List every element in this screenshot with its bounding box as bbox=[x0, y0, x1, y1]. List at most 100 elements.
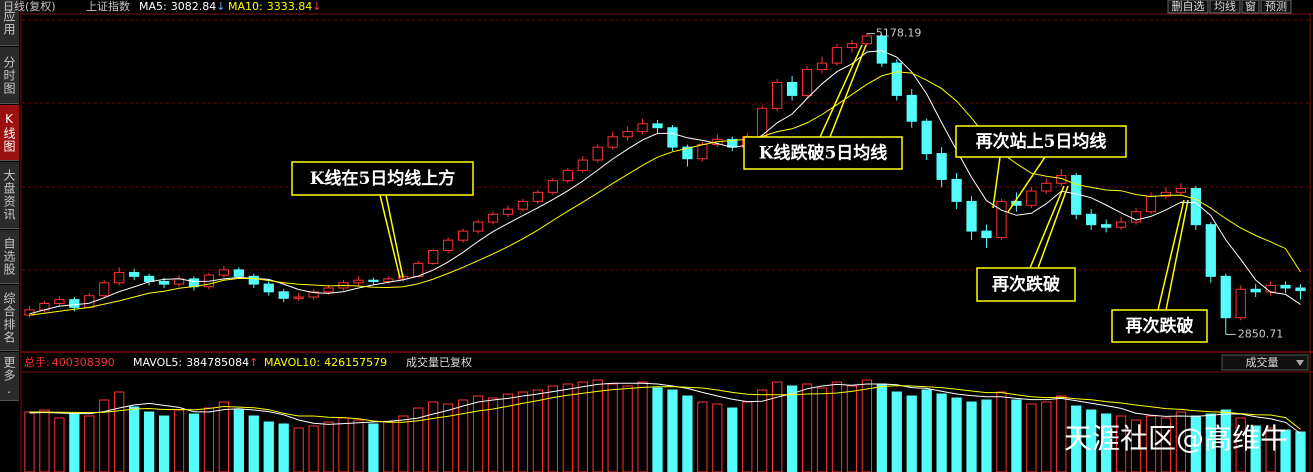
candle-body bbox=[278, 291, 289, 299]
volume-bar bbox=[1026, 403, 1037, 472]
candle-body bbox=[1145, 195, 1157, 213]
volume-bar bbox=[443, 403, 454, 472]
annotation-pointer bbox=[1165, 199, 1189, 311]
legend-value: 3082.84 bbox=[171, 0, 217, 13]
selector-frame bbox=[1221, 354, 1309, 371]
candle-body bbox=[966, 200, 977, 232]
volume-bar bbox=[1295, 431, 1306, 472]
candle-body bbox=[54, 299, 65, 304]
volume-bar bbox=[114, 391, 125, 472]
legend-name: MAVOL10: bbox=[264, 356, 320, 369]
volume-selector[interactable]: 成交量 bbox=[1246, 355, 1279, 369]
volume-bar bbox=[772, 381, 783, 472]
button-frame bbox=[1167, 0, 1209, 14]
candle-body bbox=[158, 281, 170, 285]
candle-body bbox=[1265, 284, 1276, 293]
candle-body bbox=[1175, 187, 1187, 193]
volume-bar bbox=[353, 419, 364, 472]
volume-bar bbox=[1100, 413, 1112, 472]
volume-bar bbox=[592, 379, 603, 472]
volume-bar bbox=[24, 411, 35, 472]
header-button[interactable]: 均线 bbox=[1214, 0, 1236, 13]
volume-bar bbox=[99, 399, 110, 472]
sidebar-tab[interactable]: 自选股 bbox=[0, 230, 19, 284]
candle-body bbox=[218, 269, 230, 276]
volume-bar bbox=[891, 391, 902, 472]
candle-body bbox=[502, 208, 514, 215]
annotation-box bbox=[291, 161, 474, 196]
volume-bar bbox=[667, 389, 678, 472]
candle-body bbox=[891, 62, 902, 96]
annotation-pointer bbox=[1007, 156, 1046, 213]
volume-bar bbox=[158, 415, 170, 472]
volume-bar bbox=[413, 407, 424, 472]
volume-bar bbox=[338, 417, 349, 472]
volume-bar bbox=[1220, 409, 1231, 472]
volume-bar bbox=[1160, 417, 1172, 472]
volume-bar bbox=[263, 421, 274, 472]
annotation-box bbox=[743, 136, 903, 170]
volume-bar bbox=[1056, 395, 1067, 472]
volume-bar bbox=[742, 401, 753, 472]
sidebar-tab[interactable]: 应用 bbox=[0, 0, 19, 46]
volume-bar bbox=[622, 385, 633, 472]
candle-body bbox=[1100, 224, 1112, 228]
volume-bar bbox=[39, 409, 50, 472]
volume-bar bbox=[278, 423, 289, 472]
mavol-line bbox=[29, 385, 1301, 430]
candle-body bbox=[1190, 187, 1201, 226]
candle-body bbox=[263, 283, 274, 293]
candle-body bbox=[936, 153, 947, 180]
volume-bar bbox=[1280, 429, 1291, 472]
volume-title: 总手: bbox=[24, 355, 50, 369]
volume-bar bbox=[1250, 425, 1261, 472]
header-button[interactable]: 窗 bbox=[1245, 0, 1256, 13]
annotation-pointer bbox=[1029, 185, 1065, 269]
volume-bar bbox=[398, 415, 409, 472]
candle-body bbox=[69, 299, 80, 308]
annotation-box bbox=[976, 267, 1076, 302]
candle-body bbox=[831, 47, 843, 64]
candle-body bbox=[308, 291, 319, 298]
sidebar-tab[interactable]: 综合排名 bbox=[0, 285, 19, 351]
header-button[interactable]: 预测 bbox=[1265, 0, 1287, 13]
volume-bar bbox=[1175, 411, 1187, 472]
candle-body bbox=[487, 213, 499, 223]
volume-bar bbox=[517, 391, 529, 472]
candle-body bbox=[1235, 288, 1246, 319]
volume-bar bbox=[951, 397, 962, 472]
volume-bar bbox=[293, 427, 304, 472]
legend-value: 426157579 bbox=[324, 356, 387, 369]
sidebar-tab[interactable]: 分时图 bbox=[0, 47, 19, 104]
candle-body bbox=[1115, 221, 1127, 228]
sidebar-tab[interactable]: 更多. bbox=[0, 352, 19, 401]
button-frame bbox=[1209, 0, 1241, 14]
volume-bar bbox=[577, 381, 588, 472]
volume-bar bbox=[637, 381, 648, 472]
legend-trend: ↓ bbox=[216, 0, 225, 13]
candle-body bbox=[637, 123, 648, 133]
annotation: 再次跌破 bbox=[1126, 316, 1194, 337]
volume-bar bbox=[248, 415, 259, 472]
sidebar-tab[interactable]: K线图 bbox=[0, 105, 19, 161]
volume-bar bbox=[203, 407, 215, 472]
header-button[interactable]: 删自选 bbox=[1172, 0, 1205, 13]
volume-bar bbox=[757, 389, 768, 472]
candle-body bbox=[1205, 224, 1216, 277]
volume-bar bbox=[323, 421, 334, 472]
ma-line bbox=[29, 71, 1301, 316]
volume-bar bbox=[652, 387, 663, 472]
volume-bar bbox=[1115, 415, 1127, 472]
button-frame bbox=[1241, 0, 1260, 14]
volume-bar bbox=[682, 395, 693, 472]
legend-name: MAVOL5: bbox=[133, 356, 182, 369]
sidebar-tab[interactable]: 大盘资讯 bbox=[0, 162, 19, 229]
legend-name: MA5: bbox=[139, 0, 167, 13]
volume-bar bbox=[846, 385, 858, 472]
candle-body bbox=[99, 282, 110, 297]
legend-value: 384785084 bbox=[186, 356, 249, 369]
candle-body bbox=[996, 200, 1007, 239]
legend-entry: MAVOL10: 426157579 bbox=[264, 356, 387, 369]
